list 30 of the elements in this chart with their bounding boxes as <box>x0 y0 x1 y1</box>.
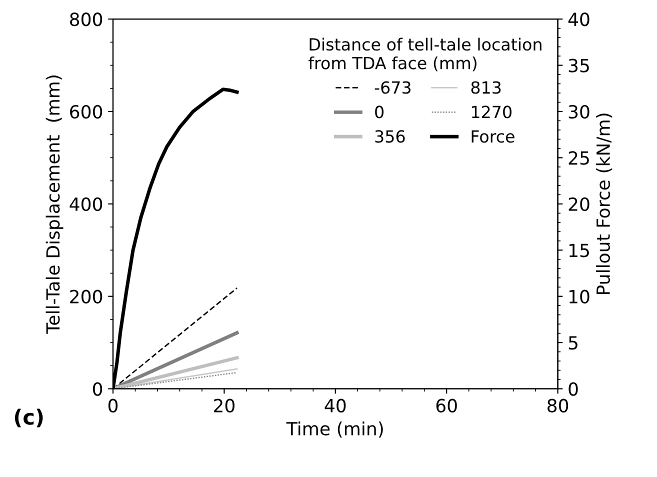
text: (c) <box>14 408 43 428</box>
y-axis-title: Tell-Tale Displacement (mm) <box>46 76 64 334</box>
x-axis-title: Time (min) <box>286 422 383 438</box>
y-tick-label: 200 <box>70 290 102 304</box>
legend-label: 1270 <box>472 106 512 118</box>
x-tick-label: 0 <box>108 398 118 412</box>
legend-title: Distance of tell-tale location from TDA face (mm) <box>308 38 542 72</box>
y2-tick-label: 5 <box>568 336 578 350</box>
y2-tick-label: 25 <box>568 151 589 165</box>
x-tick-label: 40 <box>324 398 346 412</box>
x-tick-label: 80 <box>548 398 568 412</box>
legend-label: -673 <box>374 81 411 94</box>
y2-tick-label: 30 <box>568 104 590 119</box>
y-tick-label: 0 <box>92 382 102 396</box>
legend-label: 356 <box>375 130 405 143</box>
legend-label: 813 <box>471 81 501 94</box>
y-tick-label: 600 <box>70 104 102 119</box>
y-tick-label: 800 <box>70 12 102 26</box>
legend-label: Force <box>472 130 514 143</box>
y2-tick-label: 40 <box>568 12 590 26</box>
y2-tick-label: 0 <box>568 382 578 396</box>
y-tick-label: 400 <box>70 197 102 212</box>
y2-tick-label: 10 <box>570 290 590 304</box>
x-tick-label: 20 <box>214 398 234 412</box>
y2-axis-title: Pullout Force (kN/m) <box>596 114 612 294</box>
x-tick-label: 60 <box>436 398 457 412</box>
y2-tick-label: 35 <box>568 58 589 72</box>
y2-tick-label: 15 <box>570 244 589 258</box>
y2-tick-label: 20 <box>568 197 590 212</box>
legend-label: 0 <box>375 106 384 118</box>
